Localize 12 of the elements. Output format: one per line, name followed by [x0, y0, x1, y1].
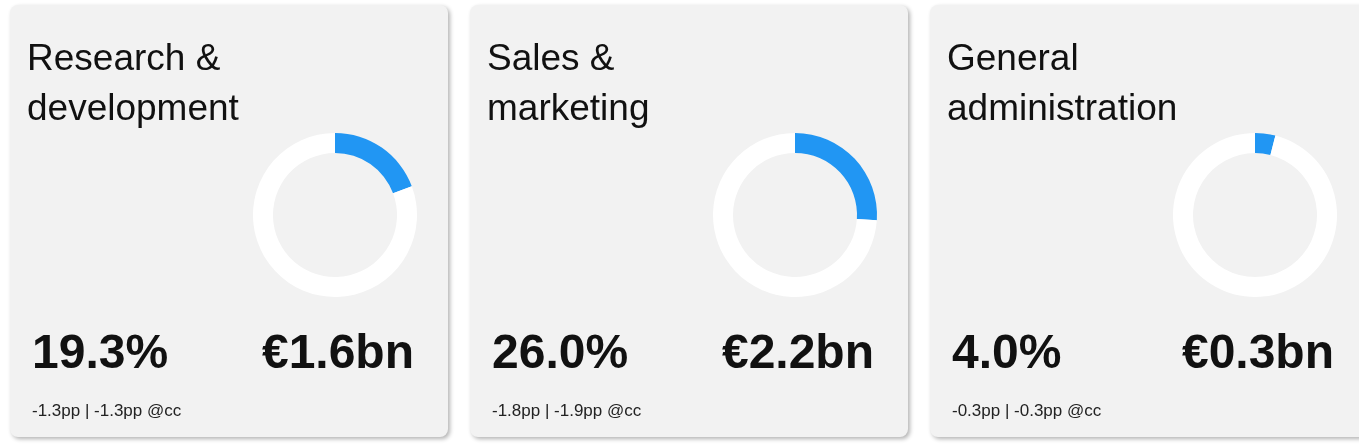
text: -0.3pp | -0.3pp @cc: [952, 401, 1102, 420]
chart-title: Sales & marketing: [487, 36, 650, 128]
text: €2.2bn: [721, 324, 874, 378]
chart-title: General administration: [947, 36, 1178, 128]
text: -1.3pp | -1.3pp @cc: [32, 401, 182, 420]
chart-title: Research & development: [27, 36, 240, 128]
text: 4.0%: [952, 324, 1062, 378]
text: 26.0%: [492, 324, 629, 378]
text: €1.6bn: [261, 324, 414, 378]
text: -1.8pp | -1.9pp @cc: [492, 401, 642, 420]
text: 19.3%: [32, 324, 169, 378]
text: €0.3bn: [1181, 324, 1334, 378]
